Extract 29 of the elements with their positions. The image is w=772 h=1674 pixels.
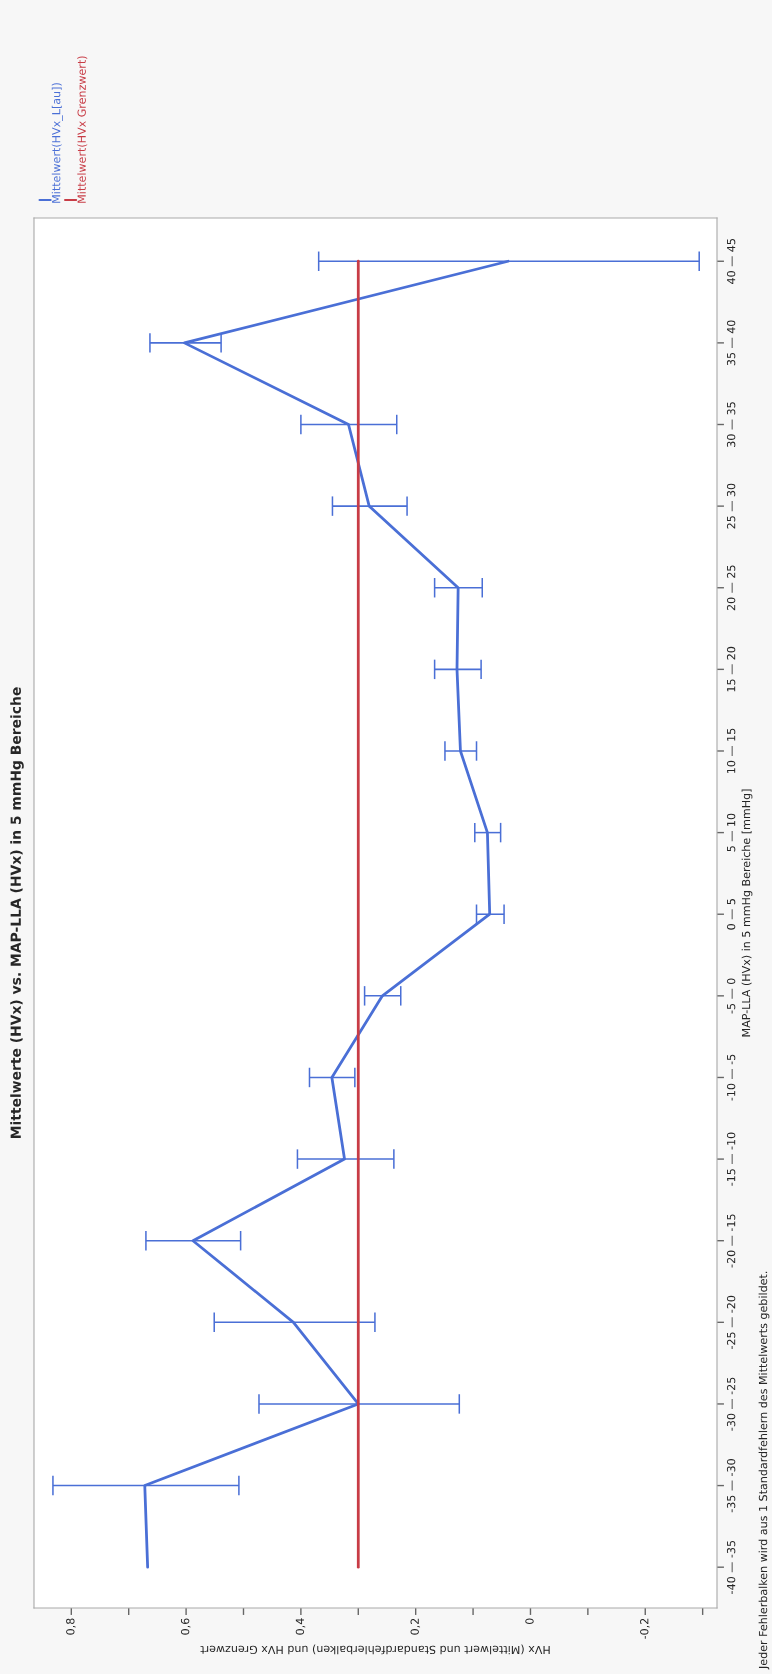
y-tick-label: -15 — -10: [726, 1132, 736, 1186]
y-tick-label: -25 — -20: [726, 1295, 736, 1350]
text: Mittelwert(HVx_L[au]): [51, 83, 63, 203]
x-tick-label: 0,8: [66, 1618, 76, 1635]
y-tick-label: 40 — 45: [726, 239, 736, 284]
x-tick-label: -0,2: [640, 1618, 650, 1639]
x-axis-title: HVx (Mittelwert und Standardfehlerbalken) und HVx Grenzwert: [200, 1644, 550, 1655]
text: Jeder Fehlerbalken wird aus 1 Standardfehlern des Mittelwerts gebildet.: [758, 1271, 770, 1670]
y-tick-label: -30 — -25: [726, 1377, 736, 1431]
y-tick-label: 25 — 30: [726, 483, 736, 529]
y-tick-label: 20 — 25: [726, 565, 736, 611]
y-tick-label: -35 — -30: [726, 1459, 736, 1513]
y-tick-label: 5 — 10: [726, 813, 736, 852]
y-tick-label: -40 — -35: [726, 1540, 736, 1594]
text: Mittelwert(HVx Grenzwert): [77, 56, 88, 203]
x-tick-label: 0: [525, 1618, 534, 1625]
y-tick-label: -20 — -15: [726, 1214, 736, 1268]
y-tick-label: -5 — 0: [726, 978, 736, 1014]
y-tick-label: 15 — 20: [726, 646, 736, 692]
y-tick-label: 35 — 40: [726, 320, 736, 366]
y-tick-label: -10 — -5: [726, 1054, 736, 1101]
y-tick-label: 0 — 5: [726, 899, 736, 930]
y-tick-label: 30 — 35: [726, 402, 736, 447]
x-tick-label: 0,4: [295, 1618, 306, 1635]
x-tick-label: 0,6: [180, 1618, 191, 1635]
y-axis-title: MAP-LLA (HVx) in 5 mmHg Bereiche [mmHg]: [741, 789, 753, 1037]
y-tick-label: 10 — 15: [726, 728, 736, 773]
text: Mittelwerte (HVx) vs. MAP-LLA (HVx) in 5 mmHg Bereiche: [10, 687, 24, 1139]
x-tick-label: 0,2: [410, 1618, 421, 1635]
